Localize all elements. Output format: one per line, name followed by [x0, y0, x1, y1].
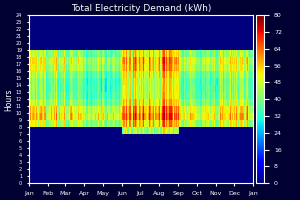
Title: Total Electricity Demand (kWh): Total Electricity Demand (kWh) — [71, 4, 211, 13]
Y-axis label: Hours: Hours — [4, 88, 13, 111]
